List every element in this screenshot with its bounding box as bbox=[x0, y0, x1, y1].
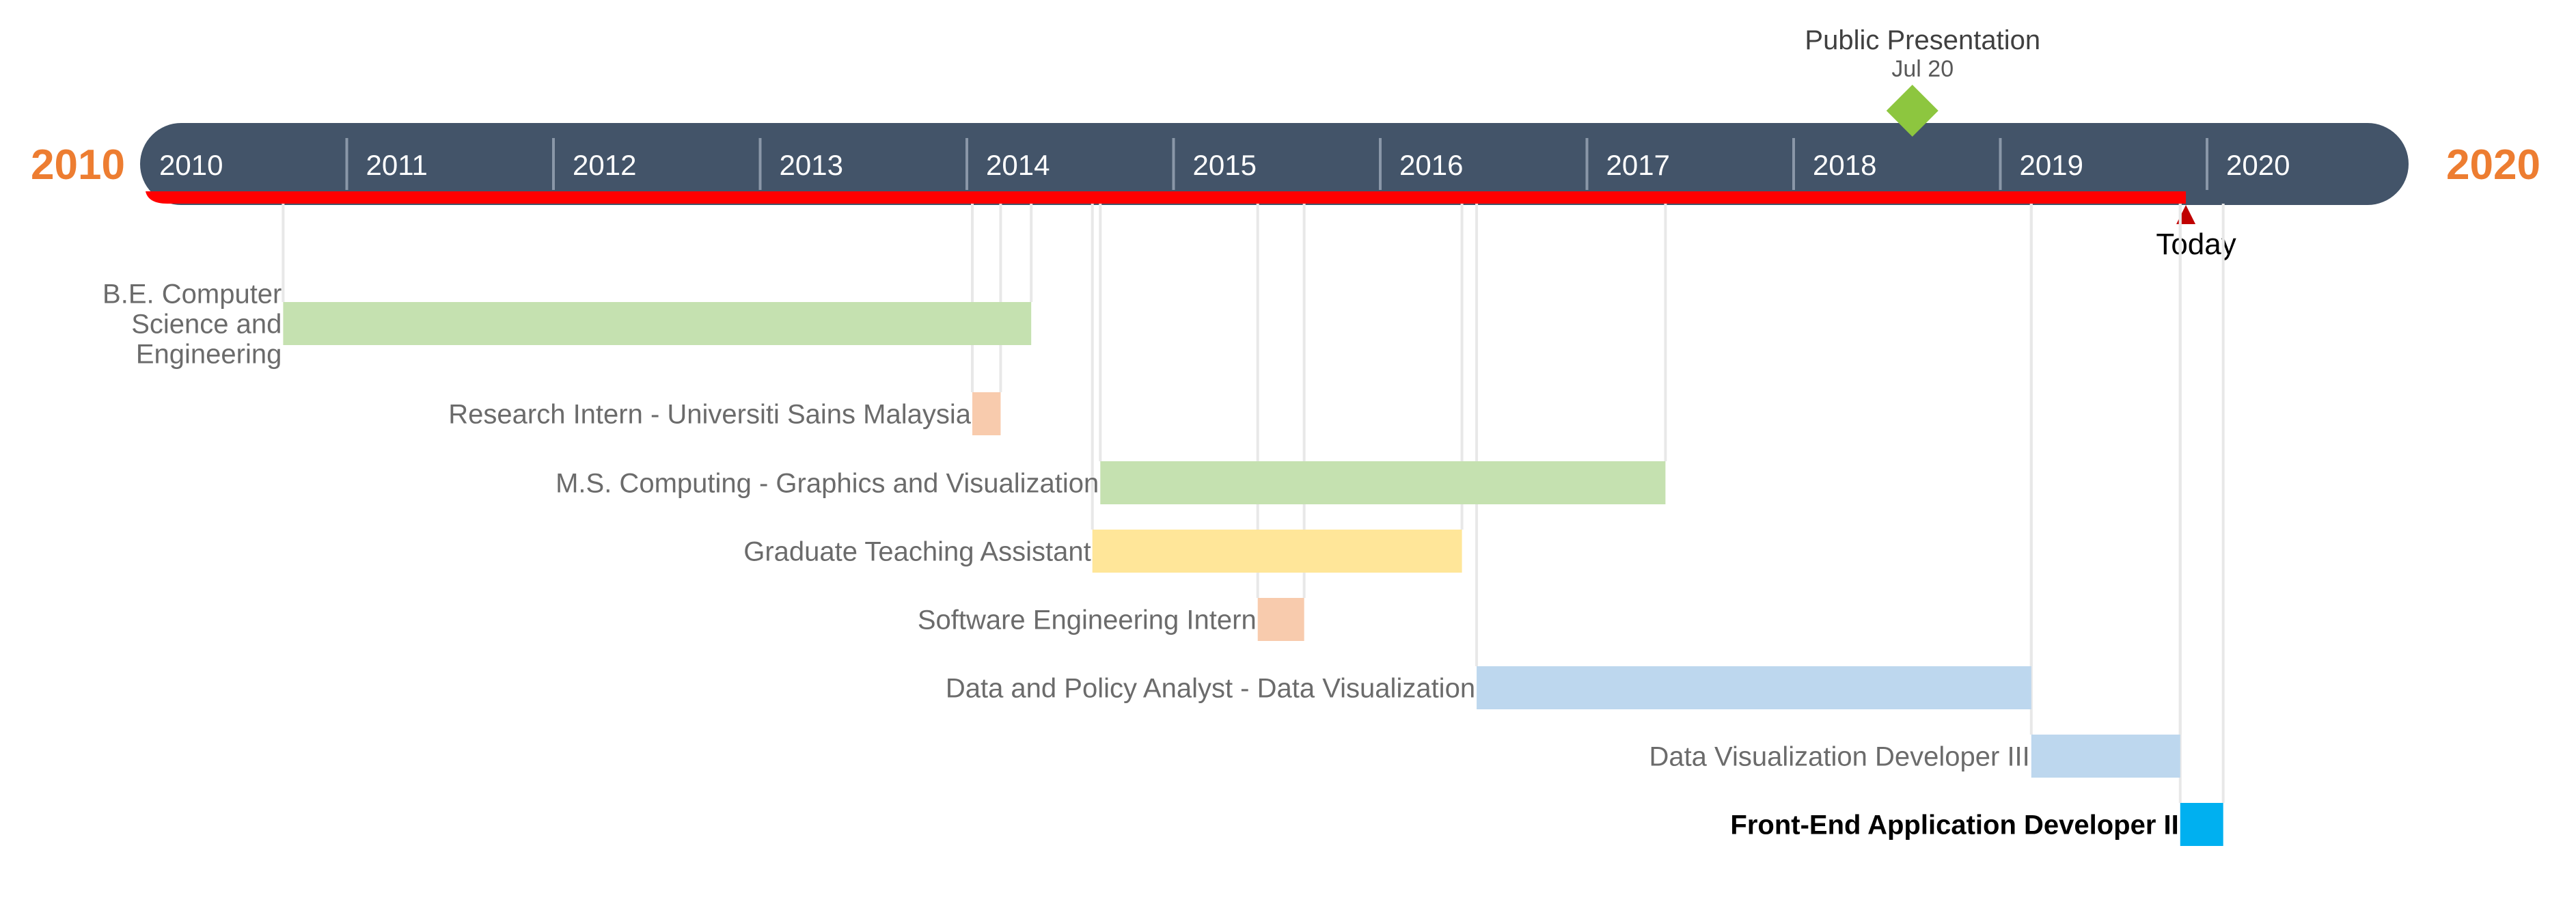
task-bar bbox=[972, 392, 1001, 435]
task-label: Data and Policy Analyst - Data Visualiza… bbox=[946, 674, 1475, 704]
year-label: 2013 bbox=[780, 149, 843, 181]
task-label: Front-End Application Developer II bbox=[1730, 810, 2178, 840]
task-bar bbox=[1100, 461, 1666, 504]
task-label-line: Front-End Application Developer II bbox=[1730, 810, 2178, 840]
milestone-title: Public Presentation bbox=[1805, 25, 2040, 55]
task-label: Graduate Teaching Assistant bbox=[743, 537, 1091, 567]
year-label: 2015 bbox=[1193, 149, 1257, 181]
end-year-label: 2020 bbox=[2446, 141, 2540, 189]
milestone-diamond bbox=[1886, 85, 1938, 137]
task-label-line: Data Visualization Developer III bbox=[1649, 742, 2029, 772]
task-bar bbox=[1092, 530, 1462, 573]
task-label: B.E. Computer Science and Engineering bbox=[102, 279, 282, 370]
year-label: 2019 bbox=[2020, 149, 2083, 181]
task-label-line: Data and Policy Analyst - Data Visualiza… bbox=[946, 674, 1475, 704]
task-label-line: M.S. Computing - Graphics and Visualizat… bbox=[556, 469, 1099, 499]
task-bar bbox=[1477, 666, 2031, 709]
task-label-line: Science and bbox=[131, 310, 282, 340]
year-label: 2017 bbox=[1606, 149, 1670, 181]
year-label: 2011 bbox=[366, 149, 428, 181]
task-label-line: Software Engineering Intern bbox=[918, 605, 1257, 636]
timeline-bar bbox=[140, 123, 2409, 205]
year-label: 2016 bbox=[1399, 149, 1463, 181]
task-label-line: Engineering bbox=[136, 340, 282, 370]
task-label-line: Graduate Teaching Assistant bbox=[743, 537, 1091, 567]
task-label-line: Research Intern - Universiti Sains Malay… bbox=[448, 400, 971, 430]
milestone-date: Jul 20 bbox=[1891, 56, 1954, 82]
task-label: Software Engineering Intern bbox=[918, 605, 1257, 636]
year-label: 2018 bbox=[1813, 149, 1876, 181]
year-label: 2012 bbox=[573, 149, 636, 181]
progress-line bbox=[146, 191, 2187, 204]
task-label: Research Intern - Universiti Sains Malay… bbox=[448, 400, 971, 430]
year-label: 2010 bbox=[159, 149, 223, 181]
task-bar bbox=[2180, 803, 2223, 846]
task-bar bbox=[283, 302, 1032, 345]
task-bar bbox=[1257, 598, 1304, 641]
task-label: Data Visualization Developer III bbox=[1649, 742, 2029, 772]
task-bar bbox=[2031, 735, 2180, 778]
year-label: 2020 bbox=[2226, 149, 2290, 181]
task-label-line: B.E. Computer bbox=[102, 279, 282, 310]
task-label: M.S. Computing - Graphics and Visualizat… bbox=[556, 469, 1099, 499]
start-year-label: 2010 bbox=[31, 141, 125, 189]
year-label: 2014 bbox=[986, 149, 1050, 181]
